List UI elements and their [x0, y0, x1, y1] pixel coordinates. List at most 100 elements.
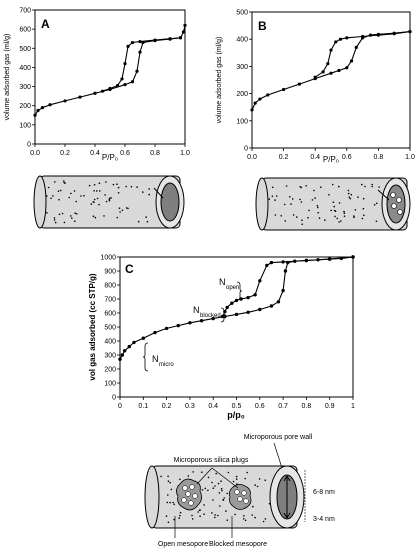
adsorption-point — [40, 106, 45, 110]
desorption-point — [269, 260, 274, 265]
micropore-dot — [371, 183, 373, 186]
micropore-dot — [61, 212, 64, 215]
brace-blocked — [220, 307, 227, 323]
micropore-dot — [362, 197, 365, 200]
adsorption-point — [276, 300, 281, 304]
micropore-dot — [336, 217, 339, 220]
micropore-dot — [363, 214, 365, 217]
y-tick-label: 400 — [104, 339, 116, 346]
micropore-dot — [70, 215, 72, 217]
micropore-dot — [46, 195, 48, 197]
micropore-dot — [96, 197, 99, 200]
desorption-point — [234, 298, 239, 303]
micropore-dot — [334, 210, 337, 212]
micropore-dot — [353, 216, 355, 219]
adsorption-point — [211, 316, 215, 321]
adsorption-point — [132, 340, 136, 345]
pore-tube-back-end — [255, 177, 269, 231]
micropore-dot — [244, 519, 247, 522]
micropore-dot — [98, 203, 100, 206]
svg-text:open: open — [226, 285, 239, 291]
adsorption-point — [188, 321, 192, 325]
desorption-point — [334, 40, 338, 44]
micropore-dot — [254, 516, 256, 519]
y-tick-label: 0 — [112, 395, 116, 402]
pore-tube-back-end — [144, 465, 160, 529]
micropore-dot — [264, 518, 267, 520]
micropore-dot — [376, 202, 378, 205]
micropore-dot — [90, 203, 93, 205]
micropore-dot — [251, 514, 253, 516]
micropore-dot — [305, 185, 308, 187]
micropore-dot — [125, 207, 128, 209]
chart-a: A 0 100 200 300 400 500 600 700 0.0 0.2 0.4 0.6 0.8… — [4, 8, 190, 163]
micropore-dot — [313, 189, 315, 192]
micropore-dot — [46, 212, 48, 214]
micropore-dot — [117, 192, 120, 194]
label-pore-wall: Microporous pore wall — [244, 434, 313, 441]
adsorption-point — [345, 66, 349, 70]
micropore-dot — [225, 510, 227, 512]
chart-a-frame — [34, 9, 186, 145]
y-tick-label: 700 — [104, 297, 116, 304]
micropore-dot — [74, 220, 76, 222]
micropore-dot — [127, 207, 129, 210]
adsorption-point — [127, 344, 132, 349]
micropore-dot — [57, 190, 60, 192]
micropore-dot — [116, 183, 118, 185]
desorption-point — [126, 44, 130, 48]
micropore-dot — [179, 511, 182, 514]
micropore-dot — [173, 503, 175, 506]
y-tick-label: 1000 — [100, 255, 116, 262]
micropore-dot — [116, 216, 119, 219]
micropore-dot — [223, 497, 225, 499]
x-tick-label: 0.0 — [247, 154, 257, 161]
x-tick-label: 0.7 — [278, 403, 288, 410]
desorption-point — [178, 36, 183, 40]
micropore-dot — [63, 221, 66, 224]
micropore-dot — [235, 478, 238, 480]
micropore-dot — [215, 472, 217, 475]
micropore-dot — [292, 214, 295, 216]
adsorption-point — [63, 99, 67, 103]
micropore-dot — [232, 480, 235, 483]
micropore-dot — [167, 521, 170, 524]
micropore-dot — [53, 217, 56, 219]
micropore-dot — [112, 183, 115, 186]
micropore-dot — [349, 197, 352, 200]
adsorption-point — [253, 101, 257, 105]
adsorption-point — [199, 319, 204, 323]
micropore-dot — [68, 196, 70, 199]
micropore-dot — [201, 489, 204, 491]
micropore-dot — [308, 209, 310, 212]
y-tick-label: 200 — [104, 367, 116, 374]
micropore-dot — [103, 215, 105, 217]
micropore-dot — [354, 209, 357, 211]
micropore-dot — [169, 501, 171, 504]
adsorption-point — [282, 87, 286, 92]
adsorption-point — [135, 69, 139, 73]
y-tick-label: 600 — [19, 27, 31, 34]
micropore-dot — [207, 476, 210, 479]
adsorption-point — [329, 71, 333, 75]
micropore-dot — [191, 514, 193, 517]
adsorption-point — [258, 97, 262, 101]
y-tick-label: 500 — [19, 46, 31, 53]
silica-plug-1 — [176, 478, 202, 511]
micropore-dot — [299, 198, 301, 201]
adsorption-point — [234, 312, 239, 317]
svg-text:N: N — [193, 305, 200, 315]
adsorption-point — [250, 108, 254, 112]
micropore-dot — [212, 499, 214, 501]
adsorption-line — [34, 25, 186, 116]
micropore-dot — [375, 220, 378, 223]
y-tick-label: 300 — [19, 84, 31, 91]
pore-illustration-blocked — [255, 177, 411, 231]
x-tick-label: 0.3 — [185, 403, 195, 410]
micropore-dot — [226, 492, 228, 495]
plug-circles — [390, 192, 403, 215]
y-tick-label: 200 — [19, 103, 31, 110]
micropore-dot — [203, 504, 205, 506]
micropore-dot — [169, 481, 171, 484]
